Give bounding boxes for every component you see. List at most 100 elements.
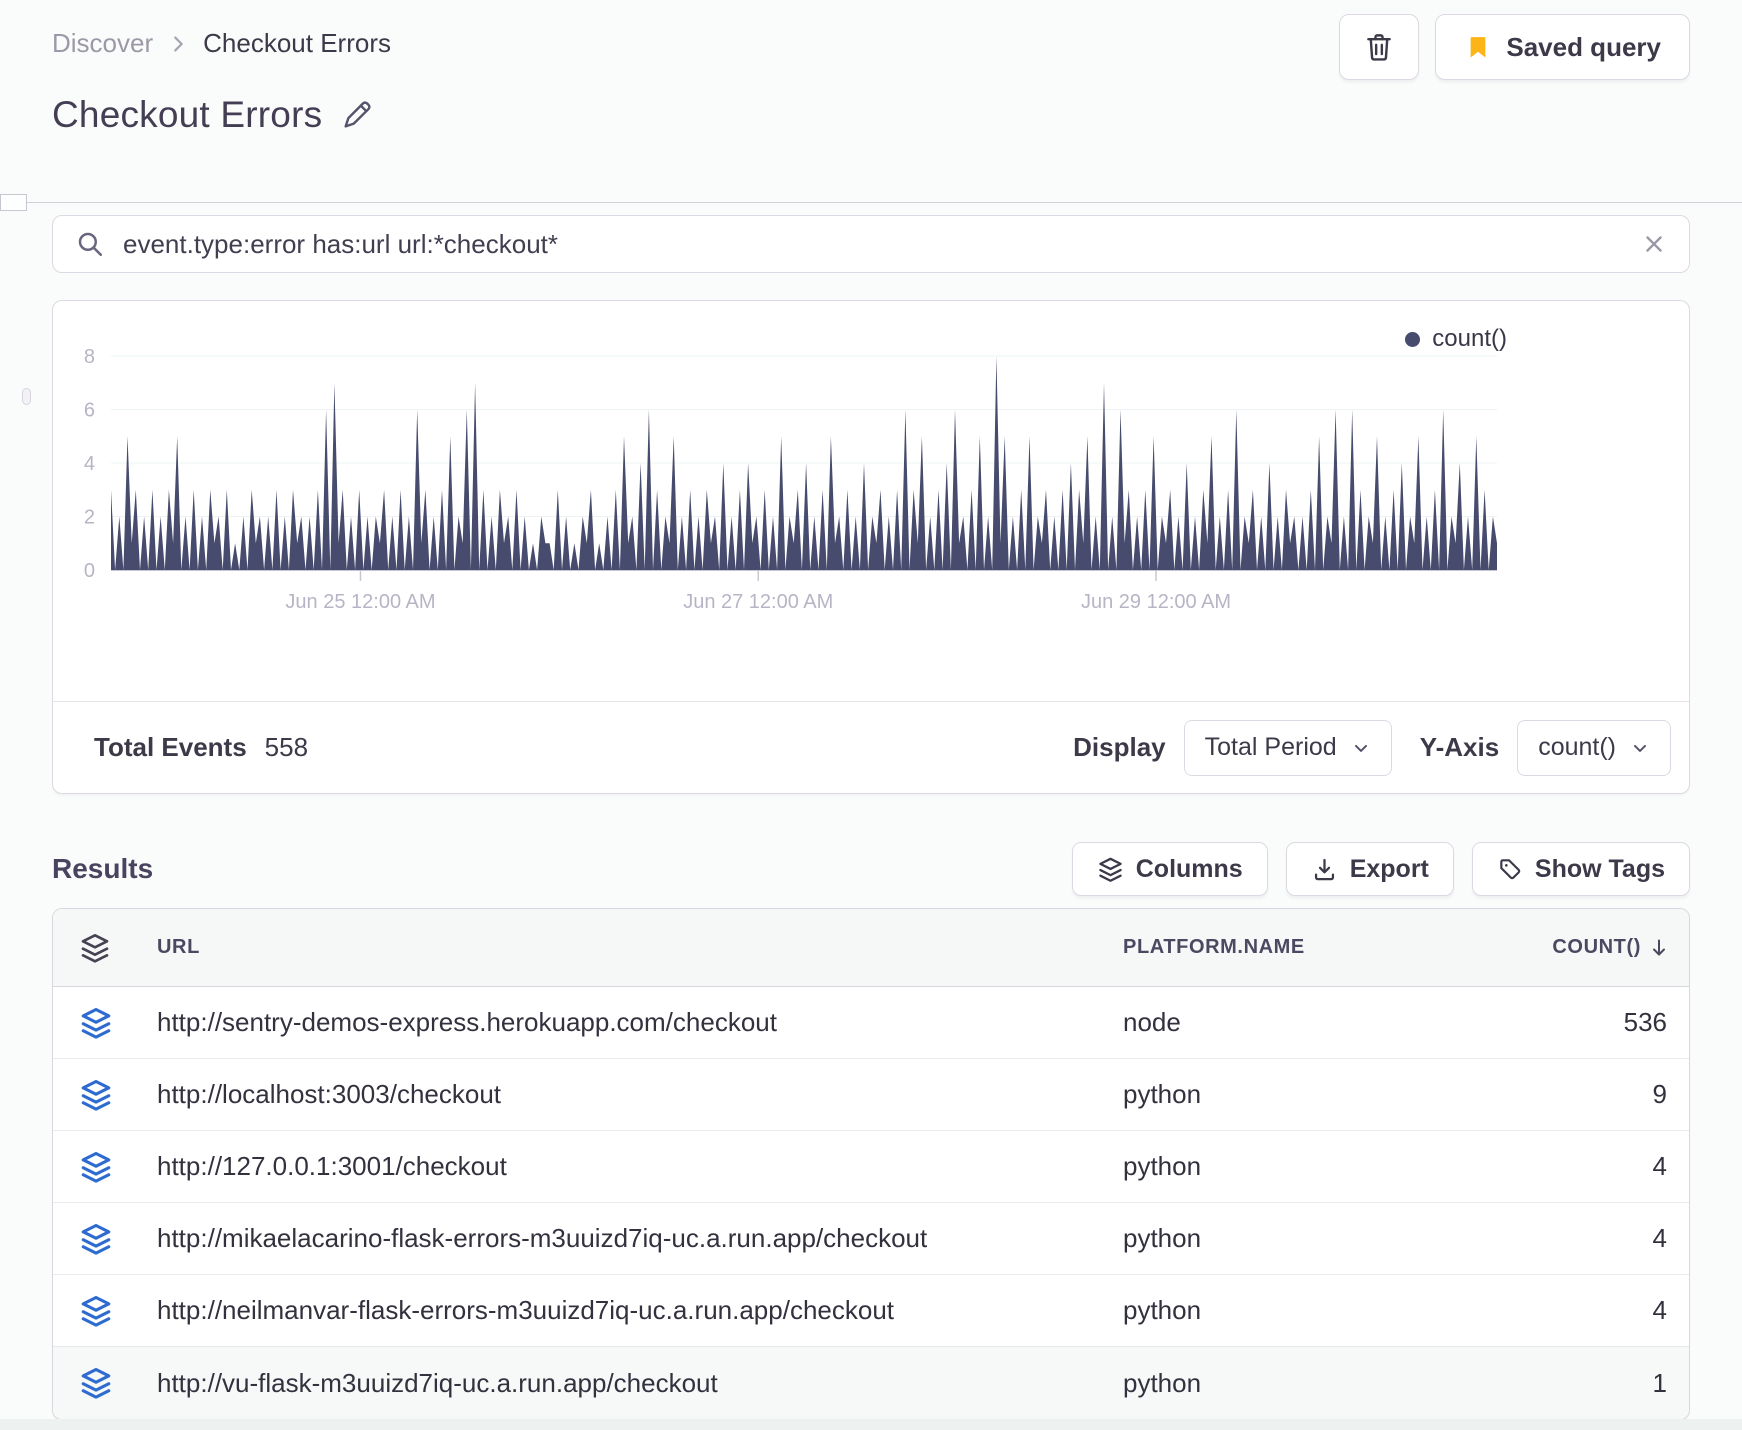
display-value: Total Period [1204,733,1337,761]
results-table: URL PLATFORM.NAME COUNT() http://sentry-… [52,908,1690,1420]
export-label: Export [1349,854,1429,883]
total-events-label: Total Events [94,732,247,762]
row-expand-button[interactable] [79,1150,113,1184]
url-cell: http://neilmanvar-flask-errors-m3uuizd7i… [157,1295,895,1325]
page-header: Discover Checkout Errors [0,0,1742,211]
stacked-layers-blue-icon [79,1366,113,1400]
y-axis-label: Y-Axis [1419,732,1500,762]
page-title: Checkout Errors [52,94,323,135]
chart-legend[interactable]: count() [1405,325,1507,353]
stacked-layers-blue-icon [79,1294,113,1328]
url-cell: http://vu-flask-m3uuizd7iq-uc.a.run.app/… [157,1367,718,1398]
svg-text:0: 0 [84,560,95,582]
row-expand-button[interactable] [79,1294,113,1328]
count-cell: 4 [1652,1151,1667,1181]
table-header-row: URL PLATFORM.NAME COUNT() [53,909,1689,987]
y-axis-select[interactable]: count() [1517,719,1671,776]
show-tags-label: Show Tags [1534,854,1665,883]
platform-cell: python [1123,1295,1202,1325]
platform-cell: python [1123,1151,1202,1181]
page-bottom-strip [0,1419,1742,1430]
stacked-layers-blue-icon [79,1222,113,1256]
platform-cell: python [1123,1367,1202,1398]
svg-text:6: 6 [84,400,95,422]
row-expand-button[interactable] [79,1366,113,1400]
display-label: Display [1073,732,1166,762]
url-cell: http://mikaelacarino-flask-errors-m3uuiz… [157,1223,928,1253]
trash-icon [1362,30,1396,64]
breadcrumb-discover[interactable]: Discover [52,28,154,58]
platform-cell: python [1123,1079,1202,1109]
stacked-layers-icon [79,932,111,964]
url-cell: http://sentry-demos-express.herokuapp.co… [157,1007,777,1037]
title-row: Checkout Errors [52,94,374,136]
main-content: 0 2 4 6 8 Jun 25 12:00 AM Jun 27 12:00 AM Jun 2… [0,215,1742,1420]
events-chart-card: 0 2 4 6 8 Jun 25 12:00 AM Jun 27 12:00 AM Jun 2… [52,300,1690,794]
events-area-chart[interactable]: 0 2 4 6 8 Jun 25 12:00 AM Jun 27 12:00 AM Jun 2… [53,301,1689,703]
row-expand-button[interactable] [79,1222,113,1256]
svg-text:Jun 25 12:00 AM: Jun 25 12:00 AM [285,591,435,613]
clear-search-button[interactable] [1641,231,1667,257]
row-expand-button[interactable] [79,1078,113,1112]
download-icon [1311,856,1338,883]
breadcrumb: Discover Checkout Errors [52,28,391,59]
total-events-value: 558 [264,732,309,762]
y-axis-value: count() [1538,733,1616,761]
count-cell: 1 [1652,1367,1667,1398]
export-button[interactable]: Export [1285,842,1454,896]
chevron-down-icon [1630,738,1650,758]
count-cell: 536 [1623,1007,1667,1037]
display-select[interactable]: Total Period [1183,719,1392,776]
columns-button[interactable]: Columns [1071,842,1268,896]
header-count[interactable]: COUNT() [1459,936,1689,960]
url-cell: http://127.0.0.1:3001/checkout [157,1151,507,1181]
pencil-icon [340,98,374,132]
chart-footer: Total Events 558 Display Total Period Y-… [53,701,1689,793]
header-count-label: COUNT() [1552,936,1641,958]
saved-query-label: Saved query [1506,31,1661,62]
table-row[interactable]: http://vu-flask-m3uuizd7iq-uc.a.run.app/… [53,1347,1689,1419]
edit-title-button[interactable] [340,98,374,132]
chevron-down-icon [1351,738,1371,758]
sort-desc-icon [1647,936,1671,960]
count-cell: 4 [1652,1295,1667,1325]
table-row[interactable]: http://sentry-demos-express.herokuapp.co… [53,987,1689,1059]
table-row[interactable]: http://neilmanvar-flask-errors-m3uuizd7i… [53,1275,1689,1347]
show-tags-button[interactable]: Show Tags [1471,842,1690,896]
search-bar [52,215,1690,273]
columns-label: Columns [1135,854,1243,883]
search-icon [75,229,105,259]
breadcrumb-current: Checkout Errors [203,28,391,58]
tag-icon [1497,856,1523,882]
saved-query-button[interactable]: Saved query [1435,14,1690,80]
stacked-layers-blue-icon [79,1078,113,1112]
header-url[interactable]: URL [157,936,200,958]
svg-text:Jun 29 12:00 AM: Jun 29 12:00 AM [1081,591,1231,613]
table-row[interactable]: http://127.0.0.1:3001/checkout python 4 [53,1131,1689,1203]
results-actions: Columns Export Show Tags [1071,842,1690,896]
row-expand-button[interactable] [79,1006,113,1040]
platform-cell: python [1123,1223,1202,1253]
bookmark-icon [1464,33,1492,61]
table-row[interactable]: http://localhost:3003/checkout python 9 [53,1059,1689,1131]
collapsed-sidebar-handle[interactable] [0,194,27,211]
results-heading: Results [52,853,154,884]
results-toolbar: Results Columns Export [52,842,1690,896]
sidebar-drag-pill[interactable] [22,388,31,405]
table-row[interactable]: http://mikaelacarino-flask-errors-m3uuiz… [53,1203,1689,1275]
svg-text:2: 2 [84,507,95,529]
svg-text:4: 4 [84,453,95,475]
table-body: http://sentry-demos-express.herokuapp.co… [53,987,1689,1419]
delete-query-button[interactable] [1339,14,1420,80]
count-cell: 4 [1652,1223,1667,1253]
url-cell: http://localhost:3003/checkout [157,1079,502,1109]
svg-text:Jun 27 12:00 AM: Jun 27 12:00 AM [683,591,833,613]
header-platform[interactable]: PLATFORM.NAME [1123,936,1305,958]
platform-cell: node [1123,1007,1181,1037]
count-cell: 9 [1652,1079,1667,1109]
legend-label: count() [1432,325,1507,352]
header-expand-column [53,932,157,964]
legend-dot-icon [1405,331,1421,347]
search-input[interactable] [123,228,1623,260]
